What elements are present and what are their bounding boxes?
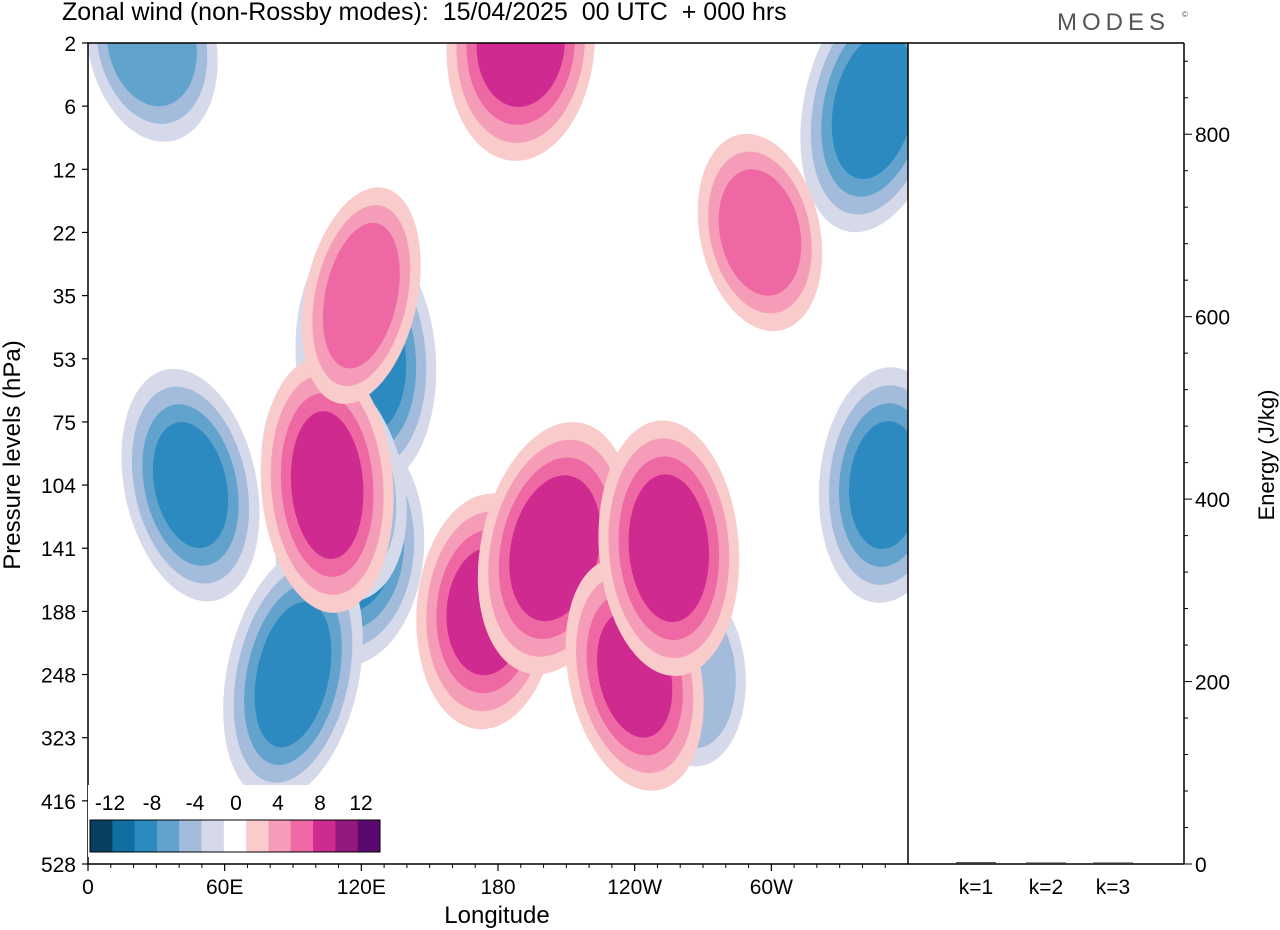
y-tick-label: 248 xyxy=(41,665,76,688)
positive-wind-contour xyxy=(509,475,601,622)
energy-bar xyxy=(956,862,996,864)
negative-wind-contour xyxy=(106,43,197,107)
x-tick-label: 60W xyxy=(750,876,793,899)
x-tick-label: 120E xyxy=(337,876,386,899)
colorbar-swatch xyxy=(112,820,136,852)
x-tick-label: 60E xyxy=(206,876,243,899)
y-tick-label: 141 xyxy=(41,538,76,561)
colorbar-label: 12 xyxy=(349,792,372,815)
colorbar-swatch xyxy=(313,820,336,852)
positive-wind-contour xyxy=(476,43,565,107)
colorbar-swatch xyxy=(268,820,292,852)
y-tick-label: 75 xyxy=(53,412,76,435)
energy-tick-label: 600 xyxy=(1195,307,1230,330)
energy-tick-label: 800 xyxy=(1195,124,1230,147)
y-tick-label: 416 xyxy=(41,791,76,814)
y-tick-label: 188 xyxy=(41,601,76,624)
energy-category-label: k=3 xyxy=(1096,876,1130,899)
brand-logo: MODES xyxy=(1057,9,1171,36)
positive-wind-contour xyxy=(628,474,710,623)
colorbar-label: -4 xyxy=(186,792,205,815)
positive-wind-contour xyxy=(290,411,364,559)
y-tick-label: 53 xyxy=(53,349,76,372)
wind-field xyxy=(88,43,908,801)
colorbar-swatch xyxy=(335,820,359,852)
energy-tick-label: 0 xyxy=(1195,854,1207,877)
colorbar-swatch xyxy=(156,820,180,852)
colorbar-swatch xyxy=(179,820,203,852)
energy-bar xyxy=(1026,862,1066,864)
brand-mark: © xyxy=(1182,10,1188,19)
colorbar-label: -8 xyxy=(143,792,162,815)
energy-axis-label: Energy (J/kg) xyxy=(1254,390,1279,521)
y-tick-label: 323 xyxy=(41,728,76,751)
y-tick-label: 104 xyxy=(41,475,76,498)
x-tick-label: 180 xyxy=(480,876,515,899)
colorbar-label: 4 xyxy=(272,792,284,815)
colorbar-label: 8 xyxy=(314,792,326,815)
colorbar-swatch xyxy=(223,820,247,852)
x-tick-label: 120W xyxy=(607,876,662,899)
x-tick-label: 0 xyxy=(82,876,94,899)
y-tick-label: 528 xyxy=(41,854,76,877)
energy-category-label: k=2 xyxy=(1029,876,1063,899)
energy-bars: k=1 k=2 k=3 xyxy=(956,862,1133,899)
colorbar-swatch xyxy=(290,820,314,852)
colorbar-frame xyxy=(89,819,381,853)
y-tick-label: 35 xyxy=(53,286,76,309)
colorbar: -12 -8 -4 0 4 8 12 xyxy=(88,785,383,857)
energy-tick-label: 200 xyxy=(1195,672,1230,695)
colorbar-label: -12 xyxy=(95,792,125,815)
positive-wind-contour xyxy=(718,169,802,296)
y-tick-label: 12 xyxy=(53,159,76,182)
colorbar-swatch xyxy=(134,820,158,852)
colorbar-swatch xyxy=(201,820,225,852)
negative-wind-contour xyxy=(152,422,229,549)
energy-tick-label: 400 xyxy=(1195,489,1230,512)
y-axis-label: Pressure levels (hPa) xyxy=(0,340,26,569)
energy-bar xyxy=(1093,862,1133,864)
negative-wind-contour xyxy=(831,43,908,180)
negative-wind-contour xyxy=(849,421,908,549)
colorbar-swatch xyxy=(357,820,381,852)
colorbar-label: 0 xyxy=(230,792,242,815)
y-tick-label: 2 xyxy=(64,33,76,56)
y-tick-label: 22 xyxy=(53,222,76,245)
positive-wind-contour xyxy=(322,222,400,369)
negative-wind-contour xyxy=(254,601,332,748)
longitude-axis: 0 60E 120E 180 120W 60W xyxy=(82,864,886,899)
pressure-axis: 2 6 12 22 35 53 75 104 141 188 248 323 416 528 xyxy=(41,33,88,877)
energy-category-label: k=1 xyxy=(959,876,993,899)
chart-title: Zonal wind (non-Rossby modes): 15/04/202… xyxy=(62,0,787,26)
x-axis-label: Longitude xyxy=(444,902,549,929)
energy-axis-ticks: 0 200 400 600 800 xyxy=(1184,60,1230,877)
colorbar-swatch xyxy=(246,820,269,852)
y-tick-label: 6 xyxy=(64,96,76,119)
colorbar-swatch xyxy=(90,820,113,852)
